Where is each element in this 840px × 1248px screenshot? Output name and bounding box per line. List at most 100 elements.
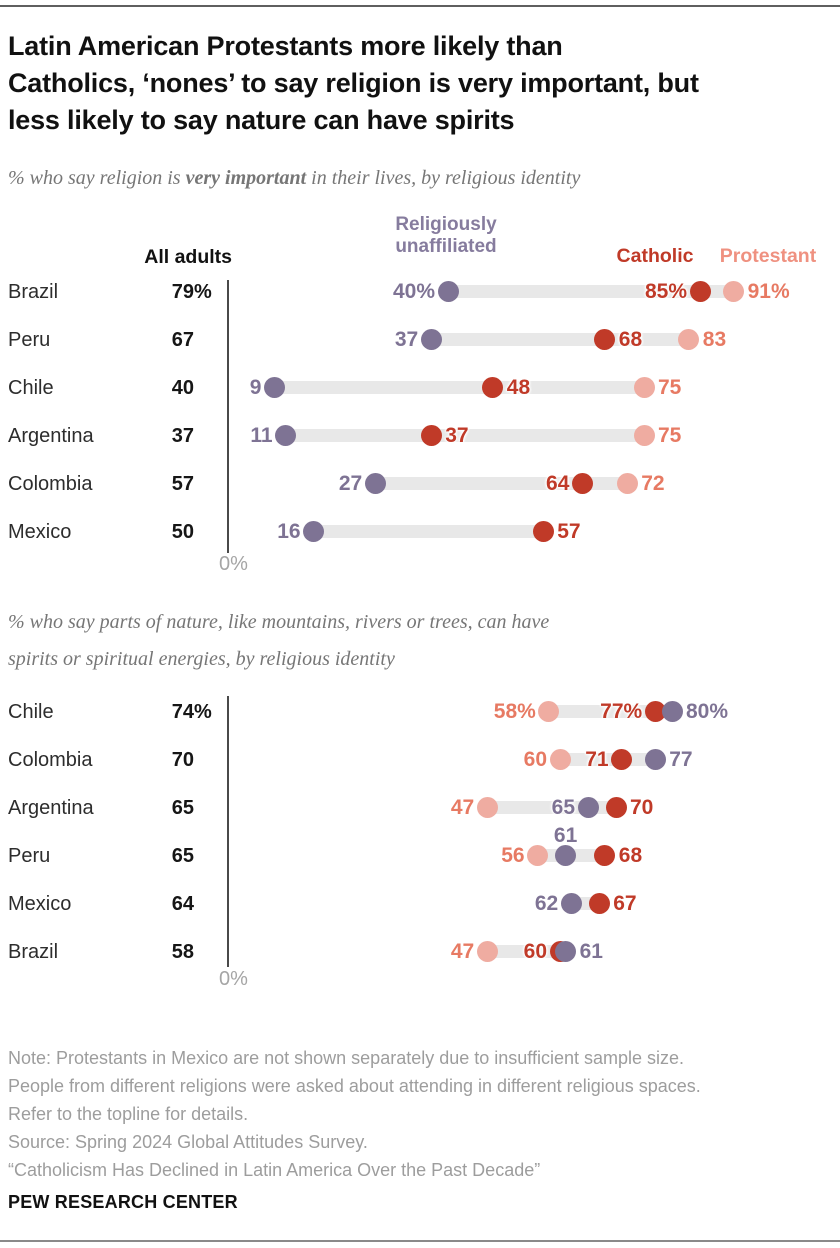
protestant-value-label: 75 xyxy=(658,424,682,447)
all-adults-value: 57 xyxy=(171,473,194,495)
unaffiliated-dot xyxy=(555,941,577,962)
chart1-plot-area: Brazil 79% 40% 85% 91% Peru 67 37 68 83 Chile 40 9 48… xyxy=(0,268,840,556)
protestant-dot xyxy=(723,281,745,302)
all-adults-value: 74% xyxy=(104,688,212,736)
country-label: Peru xyxy=(8,329,51,351)
chart-notes: Note: Protestants in Mexico are not show… xyxy=(8,1044,701,1184)
protestant-value-label: 56 xyxy=(501,844,525,867)
protestant-dot xyxy=(633,377,655,398)
country-label: Colombia xyxy=(8,473,93,495)
connector-bar xyxy=(375,477,628,490)
catholic-value-label: 37 xyxy=(445,424,469,447)
catholic-value-label: 60 xyxy=(523,940,547,963)
catholic-value-label: 48 xyxy=(506,376,531,399)
all-adults-value: 70 xyxy=(171,749,194,771)
legend-line: unaffiliated xyxy=(395,236,497,257)
all-adults-value: 67 xyxy=(171,329,194,351)
connector-bar xyxy=(487,945,566,958)
unaffiliated-value-label: 11 xyxy=(250,424,273,447)
protestant-dot xyxy=(476,797,498,818)
unaffiliated-value-label: 9 xyxy=(249,376,262,399)
country-label: Mexico xyxy=(8,893,72,915)
country-label: Brazil xyxy=(8,281,59,303)
catholic-dot xyxy=(571,473,593,494)
chart2-plot-area: Chile 74% 58% 77% 80% Colombia 70 60 71 77 Argenti… xyxy=(0,688,840,976)
unaffiliated-value-label: 61 xyxy=(579,940,603,963)
note-line: People from different religions were ask… xyxy=(8,1076,701,1096)
chart-row: Peru 67 37 68 83 xyxy=(0,316,840,364)
catholic-dot xyxy=(594,329,616,350)
note-line: Source: Spring 2024 Global Attitudes Sur… xyxy=(8,1132,368,1152)
chart2-axis-line xyxy=(227,696,229,967)
unaffiliated-value-label: 77 xyxy=(669,748,693,771)
subtitle-text: % who say religion is xyxy=(8,167,186,189)
country-label: Chile xyxy=(8,701,54,723)
chart-row: Brazil 79% 40% 85% 91% xyxy=(0,268,840,316)
protestant-value-label: 60 xyxy=(523,748,547,771)
legend-catholic: Catholic xyxy=(616,245,694,267)
chart-row: Chile 40 9 48 75 xyxy=(0,364,840,412)
unaffiliated-dot xyxy=(275,425,297,446)
connector-bar xyxy=(548,705,672,718)
percent-sign: % xyxy=(194,281,212,303)
connector-bar xyxy=(285,429,644,442)
unaffiliated-value-label: 62 xyxy=(534,892,559,915)
protestant-value-label: 47 xyxy=(450,940,475,963)
all-adults-value: 40 xyxy=(171,377,194,399)
catholic-value-label: 57 xyxy=(557,520,581,543)
unaffiliated-dot xyxy=(437,281,459,302)
country-label: Colombia xyxy=(8,749,93,771)
catholic-value-label: 68 xyxy=(618,328,643,351)
note-line: Refer to the topline for details. xyxy=(8,1104,249,1124)
bottom-divider xyxy=(0,1240,840,1242)
catholic-dot xyxy=(594,845,616,866)
chart-row: Argentina 65 47 65 70 xyxy=(0,784,840,832)
country-label: Mexico xyxy=(8,521,72,543)
catholic-dot xyxy=(611,749,633,770)
note-line: Note: Protestants in Mexico are not show… xyxy=(8,1048,685,1068)
chart-row: Colombia 70 60 71 77 xyxy=(0,736,840,784)
connector-bar xyxy=(274,381,644,394)
catholic-value-label: 70 xyxy=(630,796,654,819)
protestant-dot xyxy=(538,701,560,722)
catholic-dot xyxy=(482,377,504,398)
country-label: Argentina xyxy=(8,797,94,819)
chart-row: Mexico 64 62 67 xyxy=(0,880,840,928)
all-adults-value: 58 xyxy=(171,941,194,963)
unaffiliated-dot xyxy=(364,473,386,494)
protestant-dot xyxy=(633,425,655,446)
catholic-dot xyxy=(532,521,554,542)
legend-protestant: Protestant xyxy=(719,245,817,267)
protestant-dot xyxy=(616,473,638,494)
unaffiliated-value-label: 65 xyxy=(551,796,575,819)
protestant-value-label: 83 xyxy=(702,328,727,351)
catholic-value-label: 67 xyxy=(613,892,637,915)
all-adults-value: 50 xyxy=(171,521,194,543)
all-adults-value: 79% xyxy=(104,268,212,316)
protestant-value-label: 91% xyxy=(747,280,790,303)
all-adults-value: 64 xyxy=(171,893,194,915)
protestant-value-label: 47 xyxy=(450,796,475,819)
percent-sign: % xyxy=(194,701,212,723)
chart1-axis-line xyxy=(227,280,229,553)
catholic-dot xyxy=(689,281,711,302)
country-label: Brazil xyxy=(8,941,59,963)
chart2-subtitle: % who say parts of nature, like mountain… xyxy=(8,604,549,678)
legend-all-adults: All adults xyxy=(144,246,232,268)
connector-bar xyxy=(313,525,544,538)
subtitle-line: spirits or spiritual energies, by religi… xyxy=(8,648,395,670)
catholic-value-label: 85% xyxy=(644,280,687,303)
chart-row: Colombia 57 27 64 72 xyxy=(0,460,840,508)
catholic-dot xyxy=(588,893,610,914)
top-divider xyxy=(0,5,840,7)
unaffiliated-dot xyxy=(577,797,599,818)
unaffiliated-dot xyxy=(560,893,582,914)
unaffiliated-value-label: 80% xyxy=(686,700,729,723)
subtitle-text: in their lives, by religious identity xyxy=(306,167,581,189)
catholic-dot xyxy=(605,797,627,818)
chart-row: Peru 65 56 61 68 xyxy=(0,825,840,880)
unaffiliated-value-label: 61 xyxy=(553,824,578,847)
page-title: Latin American Protestants more likely t… xyxy=(8,28,699,139)
note-line: “Catholicism Has Declined in Latin Ameri… xyxy=(8,1160,541,1180)
